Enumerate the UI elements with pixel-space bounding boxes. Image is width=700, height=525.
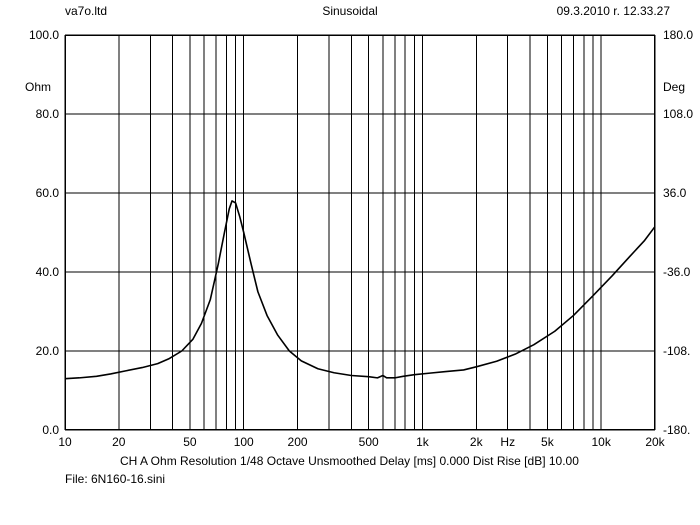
- x-tick-label: 200: [288, 435, 308, 449]
- y-right-tick-label: -180.: [663, 423, 690, 437]
- y-right-tick-label: -108.: [663, 344, 690, 358]
- y-left-tick-label: 0.0: [42, 423, 59, 437]
- x-tick-label: 20: [112, 435, 125, 449]
- x-tick-label: 10: [58, 435, 71, 449]
- x-axis-unit-label: Hz: [500, 435, 515, 449]
- impedance-curve: [65, 201, 655, 379]
- y-left-tick-label: 40.0: [36, 265, 59, 279]
- footer-measurement-info: CH A Ohm Resolution 1/48 Octave Unsmooth…: [120, 454, 579, 468]
- x-tick-label: 2k: [470, 435, 483, 449]
- x-tick-label: 5k: [541, 435, 554, 449]
- y-left-tick-label: 20.0: [36, 344, 59, 358]
- x-tick-label: 20k: [645, 435, 664, 449]
- y-left-tick-label: 80.0: [36, 107, 59, 121]
- y-left-tick-label: 100.0: [29, 28, 59, 42]
- y-right-tick-label: 180.0: [663, 28, 693, 42]
- x-tick-label: 500: [359, 435, 379, 449]
- y-right-tick-label: -36.0: [663, 265, 690, 279]
- x-tick-label: 50: [183, 435, 196, 449]
- x-tick-label: 10k: [592, 435, 611, 449]
- y-right-tick-label: 108.0: [663, 107, 693, 121]
- y-right-tick-label: 36.0: [663, 186, 686, 200]
- x-tick-label: 1k: [416, 435, 429, 449]
- footer-filename: File: 6N160-16.sini: [65, 472, 165, 486]
- x-tick-label: 100: [234, 435, 254, 449]
- y-left-tick-label: 60.0: [36, 186, 59, 200]
